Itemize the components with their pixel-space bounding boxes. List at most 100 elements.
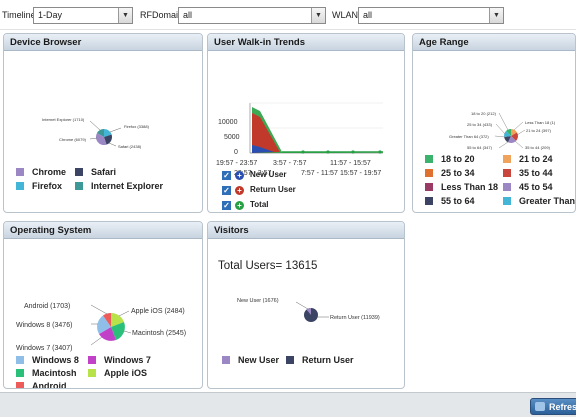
series-label: Return User bbox=[250, 185, 296, 194]
refresh-label: Refresh bbox=[549, 402, 576, 412]
data-point[interactable] bbox=[378, 150, 382, 154]
series-return-user[interactable] bbox=[252, 113, 280, 153]
visitors-pie-chart: New User (1676) Return User (11939) bbox=[237, 298, 380, 322]
chevron-down-icon: ▼ bbox=[311, 8, 325, 23]
legend-label: Safari bbox=[91, 167, 117, 177]
legend-label: New User bbox=[238, 355, 280, 365]
pie-slice-chrome[interactable] bbox=[95, 133, 107, 146]
x-tick-label: 15:57 - 19:57 bbox=[340, 170, 381, 177]
chevron-down-icon: ▼ bbox=[118, 8, 132, 23]
pie-slice-android[interactable] bbox=[103, 313, 111, 327]
series-toggle-return-user[interactable]: ✓ + Return User bbox=[222, 185, 296, 195]
timeline-select[interactable]: 1-Day ▼ bbox=[33, 7, 133, 24]
legend-item[interactable]: 45 to 54 bbox=[503, 182, 553, 192]
filter-bar: Timeline 1-Day ▼ RFDomain all ▼ WLAN all… bbox=[0, 0, 576, 30]
legend-label: Apple iOS bbox=[104, 368, 148, 378]
legend-swatch bbox=[425, 197, 433, 205]
legend-item[interactable]: 25 to 34 bbox=[425, 168, 475, 178]
pie-label-macintosh: Macintosh (2545) bbox=[132, 330, 186, 337]
pie-label-chrome: Chrome (6079) bbox=[59, 137, 87, 142]
legend-item[interactable]: Greater Than 64 bbox=[503, 196, 575, 206]
legend-item[interactable]: 55 to 64 bbox=[425, 196, 475, 206]
timeline-label: Timeline bbox=[2, 10, 36, 20]
legend-label: 25 to 34 bbox=[441, 168, 475, 178]
legend-item[interactable]: Apple iOS bbox=[88, 368, 147, 378]
device-browser-title: Device Browser bbox=[4, 34, 202, 51]
legend-swatch bbox=[503, 155, 511, 163]
legend-label: 45 to 54 bbox=[519, 182, 553, 192]
rfdomain-value: all bbox=[183, 10, 193, 20]
legend-item[interactable]: Less Than 18 bbox=[425, 182, 498, 192]
pie-label: 25 to 34 (433) bbox=[467, 122, 493, 127]
checkbox-checked-icon[interactable]: ✓ bbox=[222, 171, 231, 180]
pie-slice[interactable] bbox=[506, 128, 511, 136]
legend-label: 55 to 64 bbox=[441, 196, 475, 206]
legend-swatch bbox=[286, 356, 294, 364]
legend-item[interactable]: Internet Explorer bbox=[75, 181, 163, 191]
refresh-button[interactable]: Refresh bbox=[530, 398, 576, 415]
legend-swatch bbox=[222, 356, 230, 364]
legend-item[interactable]: 18 to 20 bbox=[425, 154, 475, 164]
rfdomain-label: RFDomain bbox=[140, 10, 184, 20]
legend-label: 35 to 44 bbox=[519, 168, 553, 178]
pie-slice-firefox[interactable] bbox=[104, 129, 112, 137]
visitors-panel: Visitors Total Users= 13615 New User (16… bbox=[207, 221, 405, 389]
legend-item[interactable]: Safari bbox=[75, 167, 116, 177]
legend-swatch bbox=[425, 169, 433, 177]
pie-slice-apple-ios[interactable] bbox=[111, 313, 124, 327]
rfdomain-select[interactable]: all ▼ bbox=[178, 7, 326, 24]
legend-item[interactable]: Return User bbox=[286, 355, 354, 365]
x-tick-label: 11:57 - 15:57 bbox=[330, 160, 371, 167]
y-tick-label: 5000 bbox=[224, 134, 240, 141]
pie-slice[interactable] bbox=[504, 131, 511, 137]
legend-item[interactable]: New User bbox=[222, 355, 279, 365]
legend-swatch bbox=[16, 382, 24, 388]
pie-slice[interactable] bbox=[508, 136, 516, 144]
plus-icon: + bbox=[235, 186, 244, 195]
pie-label: 18 to 20 (212) bbox=[471, 111, 497, 116]
pie-slice[interactable] bbox=[511, 129, 517, 136]
pie-label-new-user: New User (1676) bbox=[237, 298, 279, 304]
legend-item[interactable]: Android bbox=[16, 381, 67, 388]
pie-slice-internet-explorer[interactable] bbox=[97, 128, 104, 137]
legend-item[interactable]: Chrome bbox=[16, 167, 66, 177]
data-point[interactable] bbox=[326, 150, 330, 154]
pie-slice-new-user[interactable] bbox=[306, 307, 312, 315]
checkbox-checked-icon[interactable]: ✓ bbox=[222, 201, 231, 210]
legend-swatch bbox=[88, 369, 96, 377]
legend-item[interactable]: Windows 8 bbox=[16, 355, 79, 365]
series-toggle-new-user[interactable]: ✓ + New User bbox=[222, 170, 286, 180]
pie-label: Greater Than 64 (372) bbox=[449, 134, 489, 139]
legend-label: Windows 8 bbox=[32, 355, 79, 365]
legend-label: Less Than 18 bbox=[441, 182, 499, 192]
legend-item[interactable]: 21 to 24 bbox=[503, 154, 553, 164]
data-point[interactable] bbox=[301, 150, 305, 154]
wlan-select[interactable]: all ▼ bbox=[358, 7, 504, 24]
legend-swatch bbox=[16, 182, 24, 190]
pie-slice-windows-7[interactable] bbox=[99, 327, 116, 341]
legend-item[interactable]: Windows 7 bbox=[88, 355, 151, 365]
series-toggle-total[interactable]: ✓ + Total bbox=[222, 200, 269, 210]
y-tick-label: 10000 bbox=[218, 119, 238, 126]
series-label: Total bbox=[250, 200, 269, 209]
legend-swatch bbox=[425, 155, 433, 163]
checkbox-checked-icon[interactable]: ✓ bbox=[222, 186, 231, 195]
pie-slice-safari[interactable] bbox=[104, 134, 113, 145]
pie-slice-windows-8[interactable] bbox=[97, 315, 111, 335]
legend-item[interactable]: Firefox bbox=[16, 181, 62, 191]
legend-swatch bbox=[16, 168, 24, 176]
pie-label: 21 to 24 (397) bbox=[526, 128, 552, 133]
legend-item[interactable]: Macintosh bbox=[16, 368, 77, 378]
legend-item[interactable]: 35 to 44 bbox=[503, 168, 553, 178]
data-point[interactable] bbox=[351, 150, 355, 154]
pie-slice[interactable] bbox=[511, 132, 518, 142]
pie-label-windows-8: Windows 8 (3476) bbox=[16, 322, 72, 329]
legend-label: Chrome bbox=[32, 167, 67, 177]
legend-swatch bbox=[75, 168, 83, 176]
legend-label: Firefox bbox=[32, 181, 63, 191]
series-new-user[interactable] bbox=[252, 145, 274, 153]
legend-label: 18 to 20 bbox=[441, 154, 475, 164]
pie-label: Less Than 18 (1) bbox=[525, 120, 556, 125]
pie-slice[interactable] bbox=[504, 136, 511, 143]
pie-slice-macintosh[interactable] bbox=[111, 322, 125, 340]
